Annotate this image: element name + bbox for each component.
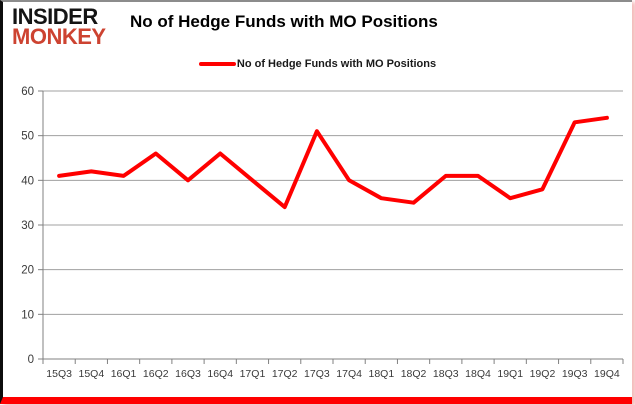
y-axis-label: 50 (21, 131, 34, 143)
x-axis-label: 18Q4 (465, 368, 491, 380)
x-axis-label: 16Q1 (111, 368, 137, 380)
y-axis-label: 60 (21, 86, 34, 98)
y-axis-label: 30 (21, 220, 34, 232)
y-axis-label: 10 (21, 309, 34, 321)
y-axis-label: 40 (21, 175, 34, 187)
insider-monkey-logo: INSIDER MONKEY (12, 4, 106, 50)
x-axis-label: 16Q3 (175, 368, 201, 380)
x-axis-label: 18Q1 (368, 368, 394, 380)
x-axis-label: 15Q3 (46, 368, 72, 380)
legend-label: No of Hedge Funds with MO Positions (236, 58, 437, 70)
x-axis-label: 19Q1 (497, 368, 523, 380)
x-axis-label: 16Q2 (143, 368, 169, 380)
legend: No of Hedge Funds with MO Positions (3, 58, 632, 70)
x-axis-label: 19Q2 (530, 368, 556, 380)
x-axis-label: 15Q4 (78, 368, 104, 380)
logo-text-insider: INSIDER (12, 4, 98, 29)
series-line (57, 115, 609, 210)
x-axis-label: 17Q1 (240, 368, 266, 380)
x-axis-label: 19Q4 (594, 368, 620, 380)
chart: 0 10 20 30 40 50 60 15Q3 15Q4 16Q1 16Q2 16Q3 16Q4 17Q… (21, 86, 624, 380)
x-axis-label: 17Q2 (272, 368, 298, 380)
x-axis-label: 17Q3 (304, 368, 330, 380)
y-axis-label: 0 (28, 354, 34, 366)
legend-line-swatch (198, 62, 236, 66)
x-axis-label: 17Q4 (336, 368, 362, 380)
chart-title: No of Hedge Funds with MO Positions (130, 12, 438, 31)
logo-text-monkey: MONKEY (12, 24, 106, 50)
x-axis-label: 18Q2 (401, 368, 427, 380)
x-axis-label: 18Q3 (433, 368, 459, 380)
x-axis-label: 16Q4 (207, 368, 233, 380)
x-axis-label: 19Q3 (562, 368, 588, 380)
y-axis-label: 20 (21, 265, 34, 277)
